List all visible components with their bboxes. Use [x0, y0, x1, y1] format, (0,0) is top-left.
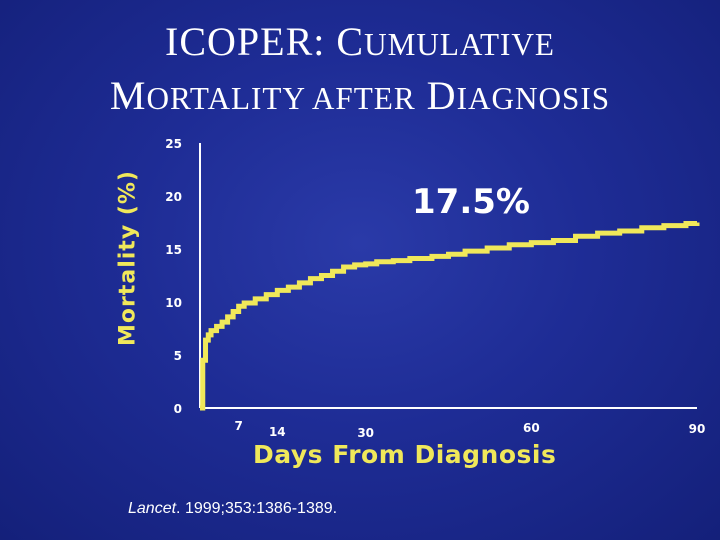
citation-journal: Lancet — [128, 500, 177, 517]
y-tick-label: 10 — [165, 296, 182, 310]
x-tick-label: 7 — [234, 419, 242, 433]
y-tick-labels: 0 5 10 15 20 25 — [165, 137, 182, 416]
x-tick-label: 90 — [689, 422, 706, 436]
chart-axes — [199, 143, 697, 409]
x-tick-label: 14 — [269, 425, 286, 439]
y-tick-label: 20 — [165, 190, 182, 204]
y-tick-label: 15 — [165, 243, 182, 257]
y-tick-label: 5 — [174, 349, 182, 363]
y-tick-label: 25 — [165, 137, 182, 151]
citation: Lancet. 1999;353:1386-1389. — [128, 500, 337, 518]
chart-title-line-1: ICOPER: CUMULATIVE — [165, 19, 555, 64]
x-tick-label: 60 — [523, 421, 540, 435]
chart-title-line-2: MORTALITY AFTER DIAGNOSIS — [109, 73, 611, 118]
y-tick-label: 0 — [174, 402, 182, 416]
citation-details: . 1999;353:1386-1389. — [176, 500, 338, 517]
y-axis-label: Mortality (%) — [115, 170, 141, 346]
series-line-mortality — [200, 221, 700, 411]
annotation-17-5-percent: 17.5% — [412, 182, 530, 222]
x-tick-labels: 7 14 30 60 90 — [234, 419, 705, 440]
x-tick-label: 30 — [357, 426, 374, 440]
x-axis-label: Days From Diagnosis — [253, 440, 557, 469]
